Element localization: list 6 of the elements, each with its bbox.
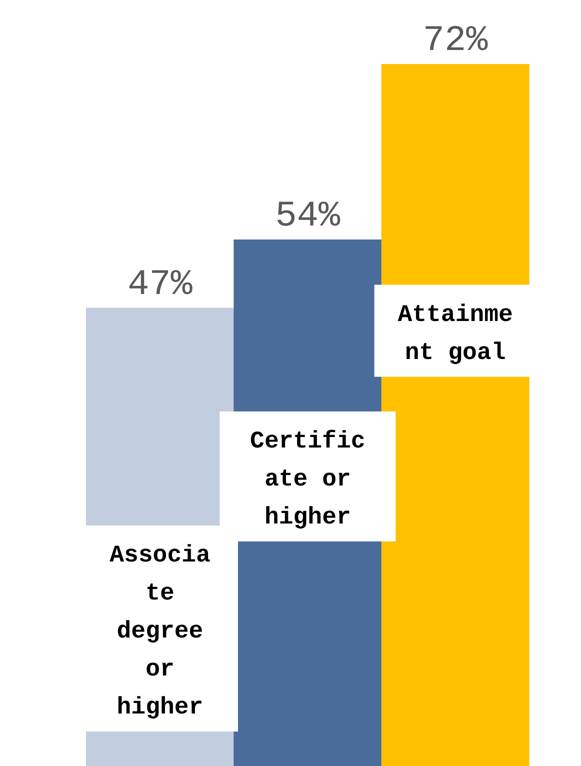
data-label: 54%	[275, 196, 340, 236]
data-label: 47%	[128, 264, 193, 305]
x-tick-label: Attainment goal	[398, 302, 513, 367]
x-tick-label: Certificate or higher	[250, 428, 366, 532]
x-tick-label: Associate degree or higher	[110, 542, 210, 722]
data-label: 72%	[422, 20, 488, 61]
